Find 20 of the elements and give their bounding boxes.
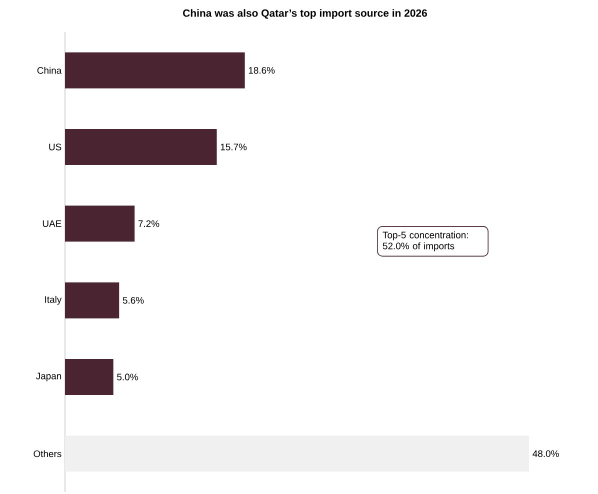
bar	[65, 129, 217, 166]
y-tick-label: Others	[34, 450, 62, 458]
y-tick-label: Italy	[45, 296, 62, 305]
y-tick-label: China	[37, 66, 62, 74]
annotation: Top-5 concentration: 52.0% of imports	[382, 231, 468, 252]
bar	[65, 52, 245, 88]
data-label: 5.0%	[117, 374, 138, 380]
data-label: 5.6%	[122, 296, 144, 304]
y-tick-label: US	[49, 144, 62, 150]
bar	[65, 359, 114, 396]
data-label: 18.6%	[248, 66, 275, 74]
bar	[65, 282, 120, 318]
data-label: 48.0%	[532, 450, 559, 458]
bar	[65, 206, 135, 242]
y-tick-label: UAE	[42, 220, 62, 227]
bar	[65, 436, 530, 472]
data-label: 7.2%	[138, 220, 160, 228]
data-label: 15.7%	[220, 144, 247, 150]
y-tick-label: Japan	[36, 372, 62, 382]
chart-title: China was also Qatar’s top import source in 2026	[183, 9, 427, 19]
